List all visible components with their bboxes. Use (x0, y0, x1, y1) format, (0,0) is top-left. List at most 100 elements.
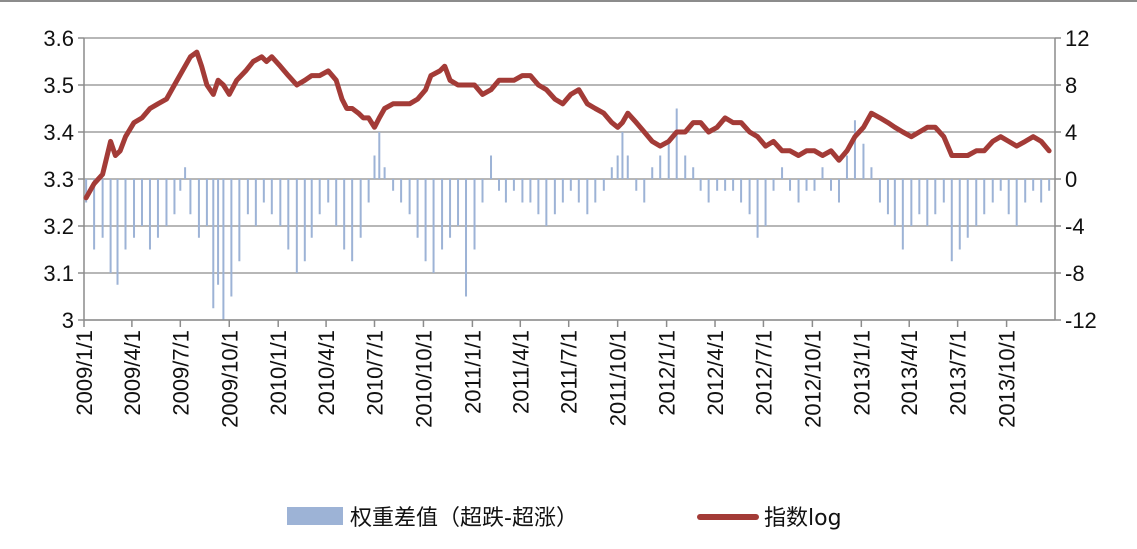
x-tick-label: 2010/7/1 (363, 330, 388, 416)
bar (124, 179, 127, 250)
legend-swatch-bar (287, 507, 343, 525)
bar (173, 179, 176, 215)
bar (303, 179, 306, 262)
bar (813, 179, 816, 191)
bar (490, 155, 493, 179)
bar (498, 179, 501, 191)
x-tick-label: 2012/10/1 (800, 330, 825, 428)
bar (1015, 179, 1018, 226)
bar (212, 179, 215, 309)
bar (270, 179, 273, 215)
bar (724, 179, 727, 191)
bar (246, 179, 249, 215)
x-tick-label: 2013/10/1 (995, 330, 1020, 428)
bar (184, 167, 187, 179)
bar (553, 179, 556, 215)
x-tick-label: 2011/10/1 (606, 330, 631, 426)
bar (400, 179, 403, 203)
bar (359, 179, 362, 238)
bar (1032, 179, 1035, 191)
bar (853, 120, 856, 179)
y-left-tick-label: 3.2 (43, 214, 74, 239)
bar (789, 179, 792, 191)
x-tick-label: 2013/1/1 (849, 330, 874, 416)
bar (189, 179, 192, 215)
x-tick-label: 2011/7/1 (557, 330, 582, 414)
bar (93, 179, 96, 250)
bar (740, 179, 743, 203)
bar (616, 155, 619, 179)
bar (991, 179, 994, 203)
y-left-tick-label: 3 (62, 308, 74, 333)
bar (179, 179, 182, 191)
bar (441, 179, 444, 250)
bar (958, 179, 961, 250)
bar (279, 179, 282, 226)
tick-labels: 3 3.1 3.2 3.3 3.4 3.5 3.6 -12 -8 -4 0 4 8 12 2009/1/1 2… (43, 26, 1096, 428)
bar (504, 179, 507, 203)
bar (254, 179, 257, 226)
bar (772, 179, 775, 191)
bar (659, 155, 662, 179)
y-right-tick-label: -8 (1065, 261, 1085, 286)
x-tick-label: 2010/4/1 (314, 330, 339, 416)
bar (416, 179, 419, 238)
y-left-tick-label: 3.1 (43, 261, 74, 286)
axes (78, 37, 1061, 327)
x-tick-label: 2012/4/1 (703, 330, 728, 416)
bar (287, 179, 290, 250)
bar (594, 179, 597, 203)
bar (367, 179, 370, 203)
bar (378, 132, 381, 179)
bar (910, 179, 913, 226)
bar (449, 179, 452, 238)
bar (335, 179, 338, 226)
bar (821, 167, 824, 179)
bar (610, 167, 613, 179)
bar (635, 179, 638, 191)
bar-series (85, 108, 1051, 320)
bar (133, 179, 136, 238)
line-series (83, 49, 1052, 201)
y-right-tick-label: 4 (1065, 120, 1077, 145)
bar (870, 167, 873, 179)
bar (764, 179, 767, 226)
bar (529, 179, 532, 203)
bar (116, 179, 119, 285)
bar (975, 179, 978, 226)
bar (561, 179, 564, 203)
y-left-tick-label: 3.4 (43, 120, 74, 145)
bar (805, 179, 808, 191)
bar (351, 179, 354, 262)
x-tick-label: 2012/1/1 (655, 330, 680, 416)
x-tick-label: 2009/1/1 (72, 330, 97, 416)
y-left-tick-label: 3.6 (43, 26, 74, 51)
bar (716, 179, 719, 191)
bar (512, 179, 515, 191)
bar (643, 179, 646, 203)
bar (1007, 179, 1010, 215)
x-tick-label: 2009/7/1 (168, 330, 193, 416)
bar (626, 155, 629, 179)
index-log-line (83, 49, 1052, 201)
x-tick-label: 2011/1/1 (460, 330, 485, 414)
x-tick-label: 2010/10/1 (411, 330, 436, 428)
bar (845, 155, 848, 179)
y-right-tick-label: -4 (1065, 214, 1085, 239)
legend-label-line: 指数log (764, 506, 842, 531)
bar (886, 179, 889, 215)
bar (781, 167, 784, 179)
bar (732, 179, 735, 191)
bar (569, 179, 572, 191)
x-tick-label: 2012/7/1 (751, 330, 776, 416)
bar (926, 179, 929, 226)
bar (327, 179, 330, 203)
y-left-tick-label: 3.5 (43, 73, 74, 98)
bar (465, 179, 468, 297)
bar (343, 179, 346, 250)
bar (1024, 179, 1027, 203)
bar (432, 179, 435, 273)
bar (699, 179, 702, 191)
bar (383, 167, 386, 179)
